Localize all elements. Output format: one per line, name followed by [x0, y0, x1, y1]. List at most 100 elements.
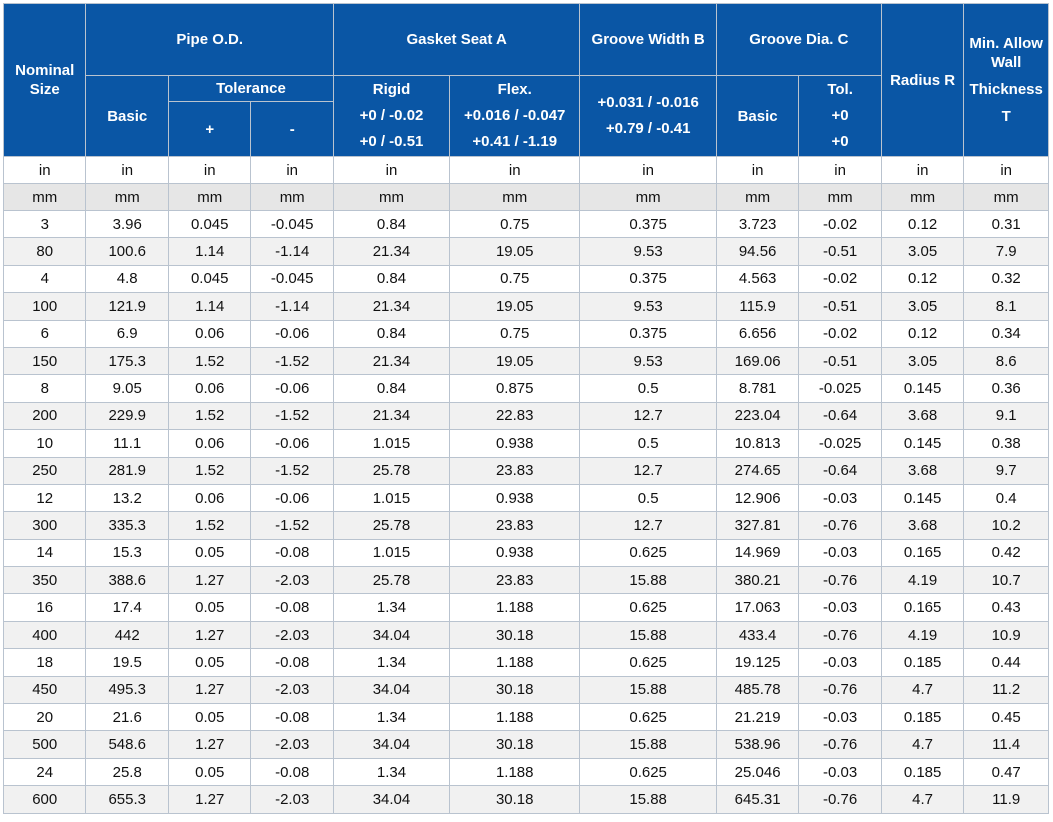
table-cell: 11.1: [85, 429, 169, 458]
table-cell: 0.05: [167, 538, 252, 568]
table-cell: 645.31: [715, 785, 800, 814]
header-flex-in: +0.016 / -0.047: [464, 107, 566, 124]
table-cell: 250: [2, 456, 87, 485]
table-cell: 0.05: [167, 593, 252, 622]
table-cell: 175.3: [85, 346, 169, 376]
table-cell: 4.563: [715, 264, 800, 294]
table-cell: 6.656: [715, 319, 800, 348]
table-cell: 30.18: [449, 730, 581, 759]
header-gw-in: +0.031 / -0.016: [597, 94, 699, 111]
table-cell: 0.045: [167, 209, 252, 239]
table-cell: 4: [2, 264, 87, 294]
table-cell: 13.2: [85, 483, 169, 513]
table-cell: 0.12: [880, 209, 965, 239]
table-cell: 3.96: [85, 209, 169, 239]
table-cell: -0.025: [798, 429, 882, 458]
header-rigid: Rigid +0 / -0.02 +0 / -0.51: [332, 75, 451, 157]
table-cell: 0.625: [579, 703, 717, 732]
table-cell: in: [579, 156, 717, 184]
table-cell: 1.14: [167, 237, 252, 266]
header-min-wall-label: Min. Allow Wall: [969, 35, 1043, 71]
table-cell: -0.08: [250, 538, 334, 568]
table-cell: 10: [2, 429, 87, 458]
table-cell: 10.7: [963, 566, 1049, 595]
table-cell: 0.06: [167, 374, 252, 403]
table-cell: 1.34: [332, 593, 451, 622]
table-cell: 0.05: [167, 703, 252, 732]
table-cell: 0.43: [963, 593, 1049, 622]
table-cell: -0.045: [250, 209, 334, 239]
table-cell: 23.83: [449, 566, 581, 595]
table-cell: -0.03: [798, 483, 882, 513]
table-cell: 223.04: [715, 401, 800, 431]
table-cell: 19.125: [715, 648, 800, 677]
header-pipe-basic: Basic: [85, 75, 169, 157]
table-row: 250 281.9 1.52 -1.52 25.78 23.83 12.7 274.65 -0.…: [2, 456, 1049, 485]
table-cell: 0.5: [579, 374, 717, 403]
table-cell: 1.015: [332, 538, 451, 568]
table-cell: -2.03: [250, 620, 334, 650]
table-cell: -0.045: [250, 264, 334, 294]
table-cell: -0.03: [798, 593, 882, 622]
table-cell: 121.9: [85, 292, 169, 321]
table-cell: 0.45: [963, 703, 1049, 732]
table-cell: 10.9: [963, 620, 1049, 650]
table-row: 6 6.9 0.06 -0.06 0.84 0.75 0.375 6.656 -0.02 0.12…: [2, 319, 1049, 348]
table-cell: 538.96: [715, 730, 800, 759]
table-cell: 0.185: [880, 648, 965, 677]
table-cell: 548.6: [85, 730, 169, 759]
table-cell: -2.03: [250, 785, 334, 814]
table-cell: -0.64: [798, 456, 882, 485]
table-cell: -0.08: [250, 648, 334, 677]
table-cell: mm: [332, 183, 451, 211]
table-cell: 229.9: [85, 401, 169, 431]
table-cell: 0.375: [579, 209, 717, 239]
table-cell: 500: [2, 730, 87, 759]
table-cell: 23.83: [449, 456, 581, 485]
table-cell: 0.75: [449, 264, 581, 294]
table-cell: 8: [2, 374, 87, 403]
table-cell: 6: [2, 319, 87, 348]
table-cell: 0.06: [167, 319, 252, 348]
table-cell: 10.813: [715, 429, 800, 458]
table-cell: 115.9: [715, 292, 800, 321]
header-tol-plus0-a: +0: [831, 107, 849, 124]
table-cell: -2.03: [250, 730, 334, 759]
table-cell: -0.51: [798, 237, 882, 266]
table-cell: 400: [2, 620, 87, 650]
table-cell: 0.12: [880, 319, 965, 348]
table-cell: 1.188: [449, 703, 581, 732]
table-cell: 1.27: [167, 620, 252, 650]
table-cell: 16: [2, 593, 87, 622]
table-cell: 1.52: [167, 456, 252, 485]
table-cell: -0.64: [798, 401, 882, 431]
table-cell: 7.9: [963, 237, 1049, 266]
table-cell: 0.05: [167, 648, 252, 677]
table-cell: 24: [2, 757, 87, 787]
table-cell: -1.52: [250, 401, 334, 431]
table-cell: mm: [880, 183, 965, 211]
table-cell: 14.969: [715, 538, 800, 568]
units-row-in: in in in in in in in in in in in: [2, 156, 1049, 184]
table-cell: 0.625: [579, 593, 717, 622]
table-cell: 94.56: [715, 237, 800, 266]
table-cell: 1.34: [332, 648, 451, 677]
table-cell: 1.34: [332, 703, 451, 732]
table-cell: 8.6: [963, 346, 1049, 376]
table-cell: -0.06: [250, 319, 334, 348]
table-cell: 0.165: [880, 593, 965, 622]
table-cell: 0.12: [880, 264, 965, 294]
table-cell: 4.7: [880, 730, 965, 759]
table-cell: -0.76: [798, 785, 882, 814]
table-cell: 485.78: [715, 675, 800, 705]
table-cell: mm: [715, 183, 800, 211]
table-cell: mm: [963, 183, 1049, 211]
table-cell: 1.14: [167, 292, 252, 321]
table-cell: 3.05: [880, 292, 965, 321]
table-cell: -0.02: [798, 209, 882, 239]
table-cell: 15.88: [579, 785, 717, 814]
table-cell: 4.19: [880, 620, 965, 650]
table-cell: 9.05: [85, 374, 169, 403]
header-rigid-label: Rigid: [372, 81, 411, 98]
table-cell: 4.7: [880, 675, 965, 705]
